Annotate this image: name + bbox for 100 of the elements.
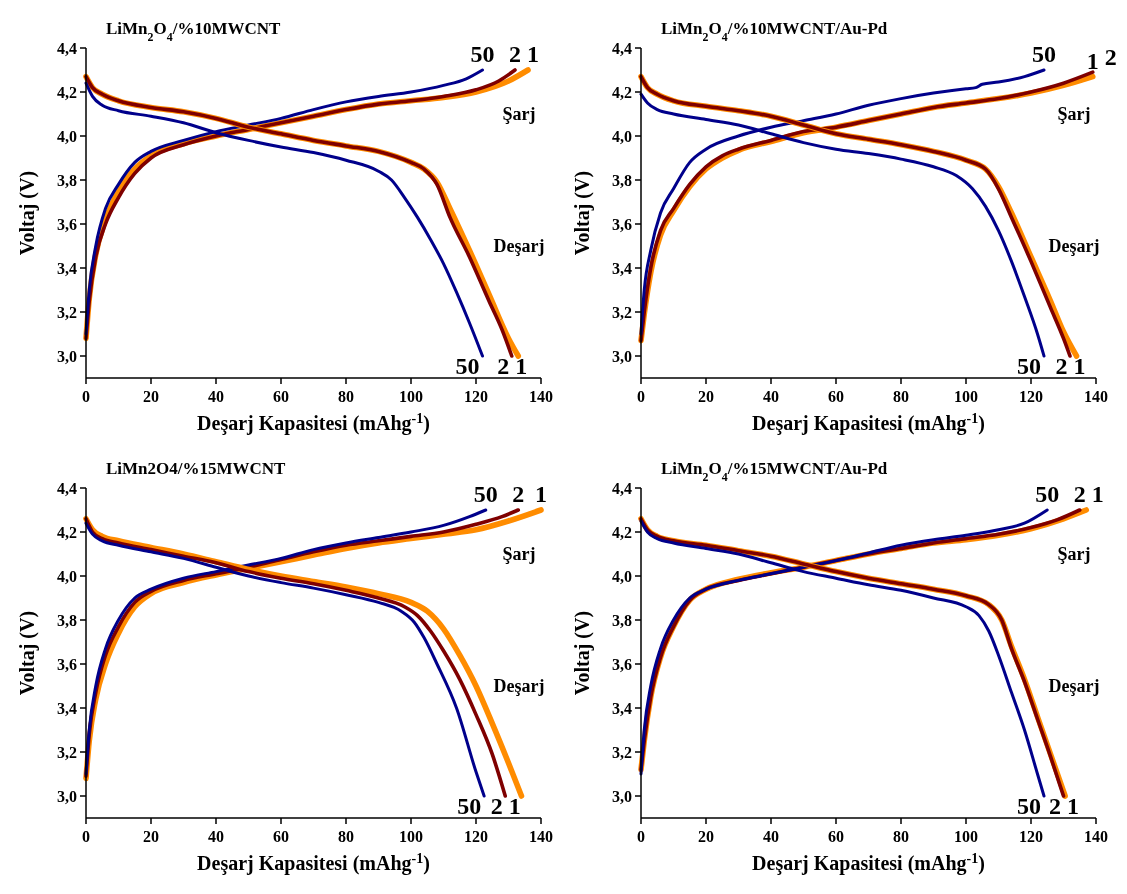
x-tick-label: 0 [637,388,645,405]
y-tick-label: 3,2 [612,743,632,761]
x-tick-label: 80 [338,388,354,405]
series-label: 1 [1086,48,1099,74]
x-tick-label: 140 [529,388,553,405]
series-label: 50 [1035,481,1060,508]
y-tick-label: 3,2 [612,303,632,321]
chart-title: LiMn2O4/%15MWCNT [106,459,287,478]
x-tick-label: 120 [464,828,488,845]
series-label: 50 [1032,41,1056,68]
x-tick-label: 80 [893,828,909,845]
series-label: 50 [470,41,495,68]
y-tick-label: 4,2 [57,523,77,541]
x-tick-label: 20 [143,828,159,845]
x-tick-label: 140 [1084,388,1108,405]
y-axis-title: Voltaj (V) [571,170,594,256]
x-tick-label: 0 [637,828,645,845]
x-axis-title: Deşarj Kapasitesi (mAhg$^{-1}$) [197,850,430,875]
y-tick-label: 3,0 [612,347,632,365]
y-tick-label: 3,0 [57,347,77,365]
series-label: 1 [515,353,528,380]
x-tick-label: 0 [82,388,90,405]
y-tick-label: 4,4 [612,39,632,57]
y-tick-label: 3,4 [57,699,77,717]
series-label: 50 [457,793,482,820]
series-label: 1 [508,793,521,820]
series-label: 2 [512,481,525,508]
x-axis-title: Deşarj Kapasitesi (mAhg$^{-1}$) [752,850,985,875]
y-tick-label: 4,0 [612,127,632,145]
x-axis-title: Deşarj Kapasitesi (mAhg$^{-1}$) [752,410,985,435]
series-label: 50 [473,481,498,508]
annotation: Deşarj [1048,236,1100,257]
x-tick-label: 100 [399,388,423,405]
x-tick-label: 80 [338,828,354,845]
y-tick-label: 3,8 [57,171,77,189]
series-label: 1 [535,481,547,508]
y-axis-title: Voltaj (V) [16,610,39,696]
x-tick-label: 20 [143,388,159,405]
series-label: 50 [1017,793,1041,820]
y-tick-label: 3,8 [612,611,632,629]
x-tick-label: 100 [954,388,978,405]
y-tick-label: 3,6 [612,215,632,233]
y-tick-label: 4,2 [612,523,632,541]
series-label: 2 [490,793,503,820]
x-tick-label: 20 [698,388,714,405]
y-tick-label: 4,2 [57,83,77,101]
chart-title: LiMn$_{2}$O$_{4}$/%15MWCNT/Au-Pd [661,459,888,484]
x-tick-label: 120 [1019,828,1043,845]
y-axis-title: Voltaj (V) [571,610,594,696]
x-tick-label: 60 [828,828,844,845]
series-label: 2 [1104,43,1117,70]
series-label: 1 [1091,481,1104,508]
y-tick-label: 4,0 [612,567,632,585]
x-tick-label: 20 [698,828,714,845]
y-tick-label: 3,4 [612,259,632,277]
y-tick-label: 3,0 [612,787,632,805]
series-label: 2 [1049,793,1061,820]
chart-title: LiMn$_{2}$O$_{4}$/%10MWCNT/Au-Pd [661,19,888,44]
x-tick-label: 80 [893,388,909,405]
series-label: 2 [1055,353,1068,380]
annotation: Şarj [502,544,536,565]
x-tick-label: 40 [208,828,224,845]
y-tick-label: 4,4 [57,39,77,57]
x-tick-label: 100 [399,828,423,845]
x-tick-label: 40 [208,388,224,405]
x-tick-label: 100 [954,828,978,845]
annotation: Şarj [1057,104,1091,125]
series-label: 2 [509,41,521,68]
y-tick-label: 3,6 [57,215,77,233]
x-tick-label: 0 [82,828,90,845]
x-tick-label: 60 [273,828,289,845]
series-label: 50 [455,353,480,380]
y-tick-label: 3,2 [57,743,77,761]
series-label: 2 [497,353,510,380]
y-axis-title: Voltaj (V) [16,170,39,256]
chart-title: LiMn$_{2}$O$_{4}$/%10MWCNT [106,19,282,44]
y-tick-label: 4,0 [57,567,77,585]
y-tick-label: 3,4 [57,259,77,277]
series-label: 1 [1067,793,1079,820]
y-tick-label: 3,6 [612,655,632,673]
annotation: Şarj [1057,544,1091,565]
x-tick-label: 60 [273,388,289,405]
series-label: 1 [527,41,539,68]
annotation: Şarj [502,104,536,125]
y-tick-label: 4,2 [612,83,632,101]
y-tick-label: 4,0 [57,127,77,145]
x-tick-label: 140 [1084,828,1108,845]
x-tick-label: 120 [1019,388,1043,405]
x-tick-label: 60 [828,388,844,405]
series-label: 2 [1073,481,1086,508]
annotation: Deşarj [493,236,545,257]
y-tick-label: 3,2 [57,303,77,321]
series-label: 1 [1073,353,1086,380]
y-tick-label: 3,0 [57,787,77,805]
y-tick-label: 3,8 [612,171,632,189]
x-tick-label: 40 [763,388,779,405]
y-tick-label: 3,6 [57,655,77,673]
annotation: Deşarj [1048,676,1100,697]
series-label: 50 [1017,353,1041,380]
x-tick-label: 140 [529,828,553,845]
